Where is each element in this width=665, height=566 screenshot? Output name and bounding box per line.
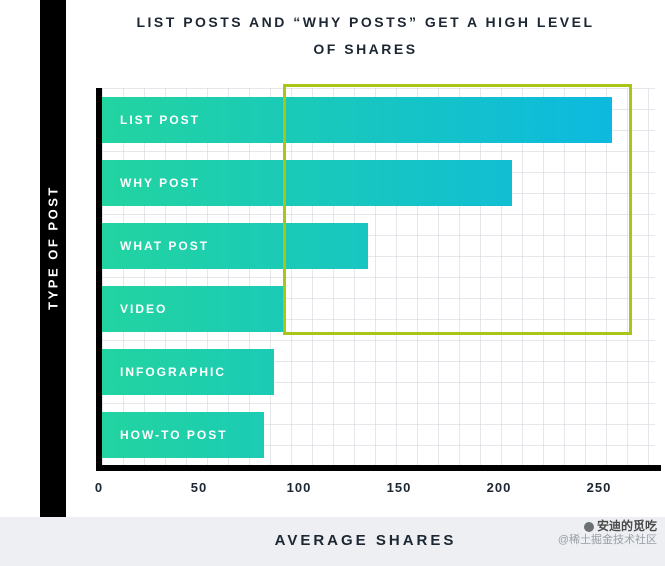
watermark-line1: 安迪的觅吃 [558, 519, 657, 533]
bar-infographic: INFOGRAPHIC [102, 348, 274, 395]
plot-gridlines [102, 88, 655, 465]
watermark: 安迪的觅吃 @稀土掘金技术社区 [558, 519, 657, 547]
x-tick-label: 200 [486, 480, 512, 495]
highlight-annotation-box [283, 84, 632, 335]
y-axis-title: TYPE OF POST [45, 185, 61, 310]
bar-label: LIST POST [120, 112, 201, 127]
watermark-name: 安迪的觅吃 [596, 519, 657, 533]
x-axis-line [96, 465, 661, 471]
chart-title-line2: OF SHARES [313, 41, 418, 57]
bar-label: VIDEO [120, 301, 168, 316]
x-tick-label: 0 [94, 480, 104, 495]
x-axis-title: AVERAGE SHARES [274, 532, 457, 549]
y-axis-title-band: TYPE OF POST [40, 0, 66, 517]
watermark-line2: @稀土掘金技术社区 [557, 534, 657, 546]
bar-video: VIDEO [102, 285, 286, 332]
y-axis-line [96, 88, 102, 471]
bar-list-post: LIST POST [102, 96, 612, 143]
bar-how-to-post: HOW-TO POST [102, 411, 264, 458]
bar-label: INFOGRAPHIC [120, 364, 226, 379]
x-tick-label: 50 [190, 480, 208, 495]
bar-why-post: WHY POST [102, 159, 512, 206]
bar-what-post: WHAT POST [102, 222, 368, 269]
chart-title-line1: LIST POSTS AND “WHY POSTS” GET A HIGH LE… [136, 14, 595, 30]
x-tick-label: 250 [586, 480, 612, 495]
x-tick-label: 100 [286, 480, 312, 495]
x-tick-label: 150 [386, 480, 412, 495]
bar-label: WHAT POST [120, 238, 210, 253]
watermark-icon [583, 521, 594, 532]
bar-label: WHY POST [120, 175, 200, 190]
x-axis-title-band: AVERAGE SHARES 安迪的觅吃 @稀土掘金技术社区 [0, 517, 665, 566]
bar-label: HOW-TO POST [120, 427, 228, 442]
